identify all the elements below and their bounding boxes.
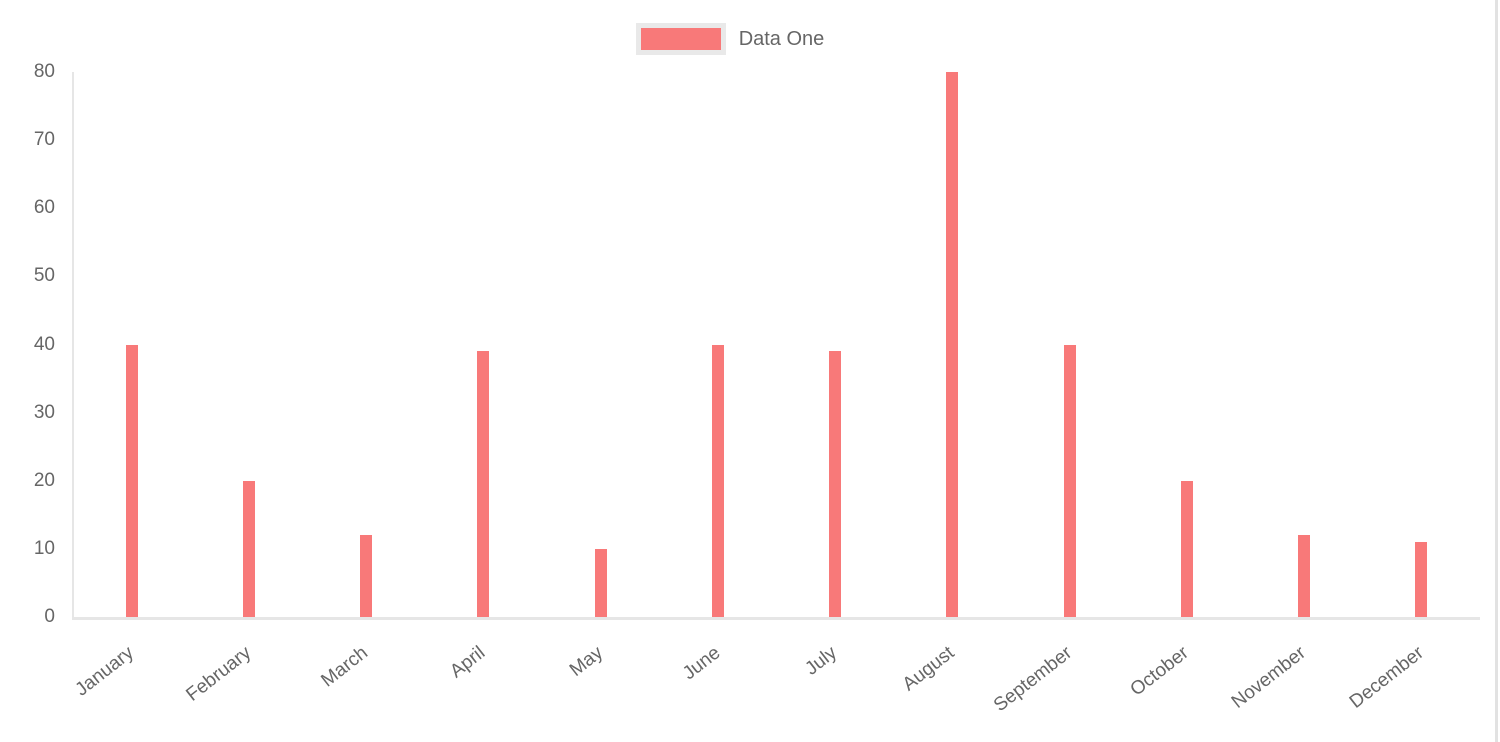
bar-december[interactable] xyxy=(1415,542,1428,617)
bar-september[interactable] xyxy=(1063,344,1076,617)
y-tick-label-60: 60 xyxy=(33,197,55,219)
x-tick-label-january: January xyxy=(71,642,138,701)
legend-color-swatch xyxy=(635,23,726,55)
bar-may[interactable] xyxy=(594,548,607,617)
bar-march[interactable] xyxy=(360,535,373,617)
y-tick-label-0: 0 xyxy=(44,606,55,627)
bar-april[interactable] xyxy=(477,351,490,617)
y-tick-label-20: 20 xyxy=(33,469,55,491)
bar-july[interactable] xyxy=(829,351,842,617)
x-tick-label-september: September xyxy=(989,642,1076,717)
bar-february[interactable] xyxy=(242,480,255,617)
y-tick-label-30: 30 xyxy=(33,401,55,423)
y-tick-label-10: 10 xyxy=(33,537,55,559)
x-tick-label-july: July xyxy=(801,642,842,680)
y-axis-line xyxy=(72,72,74,617)
x-tick-label-march: March xyxy=(317,642,373,692)
chart-legend: Data One xyxy=(0,23,1480,55)
legend-item-data-one[interactable]: Data One xyxy=(635,23,825,55)
x-tick-label-may: May xyxy=(565,642,607,681)
x-tick-label-april: April xyxy=(446,642,490,683)
bar-august[interactable] xyxy=(946,72,959,617)
bar-november[interactable] xyxy=(1298,535,1311,617)
x-tick-label-august: August xyxy=(898,642,959,696)
x-tick-label-june: June xyxy=(678,642,725,685)
x-tick-label-february: February xyxy=(182,642,256,706)
y-tick-label-70: 70 xyxy=(33,129,55,151)
y-tick-label-50: 50 xyxy=(33,265,55,287)
x-tick-label-december: December xyxy=(1345,642,1428,713)
y-tick-label-80: 80 xyxy=(33,61,55,82)
x-tick-label-november: November xyxy=(1228,642,1311,713)
y-tick-label-40: 40 xyxy=(33,333,55,355)
x-axis-line xyxy=(72,617,1480,620)
right-edge-divider xyxy=(1495,0,1498,742)
bar-january[interactable] xyxy=(125,344,138,617)
legend-label: Data One xyxy=(738,28,825,50)
bar-october[interactable] xyxy=(1180,480,1193,617)
bar-june[interactable] xyxy=(711,344,724,617)
x-tick-label-october: October xyxy=(1126,642,1194,701)
